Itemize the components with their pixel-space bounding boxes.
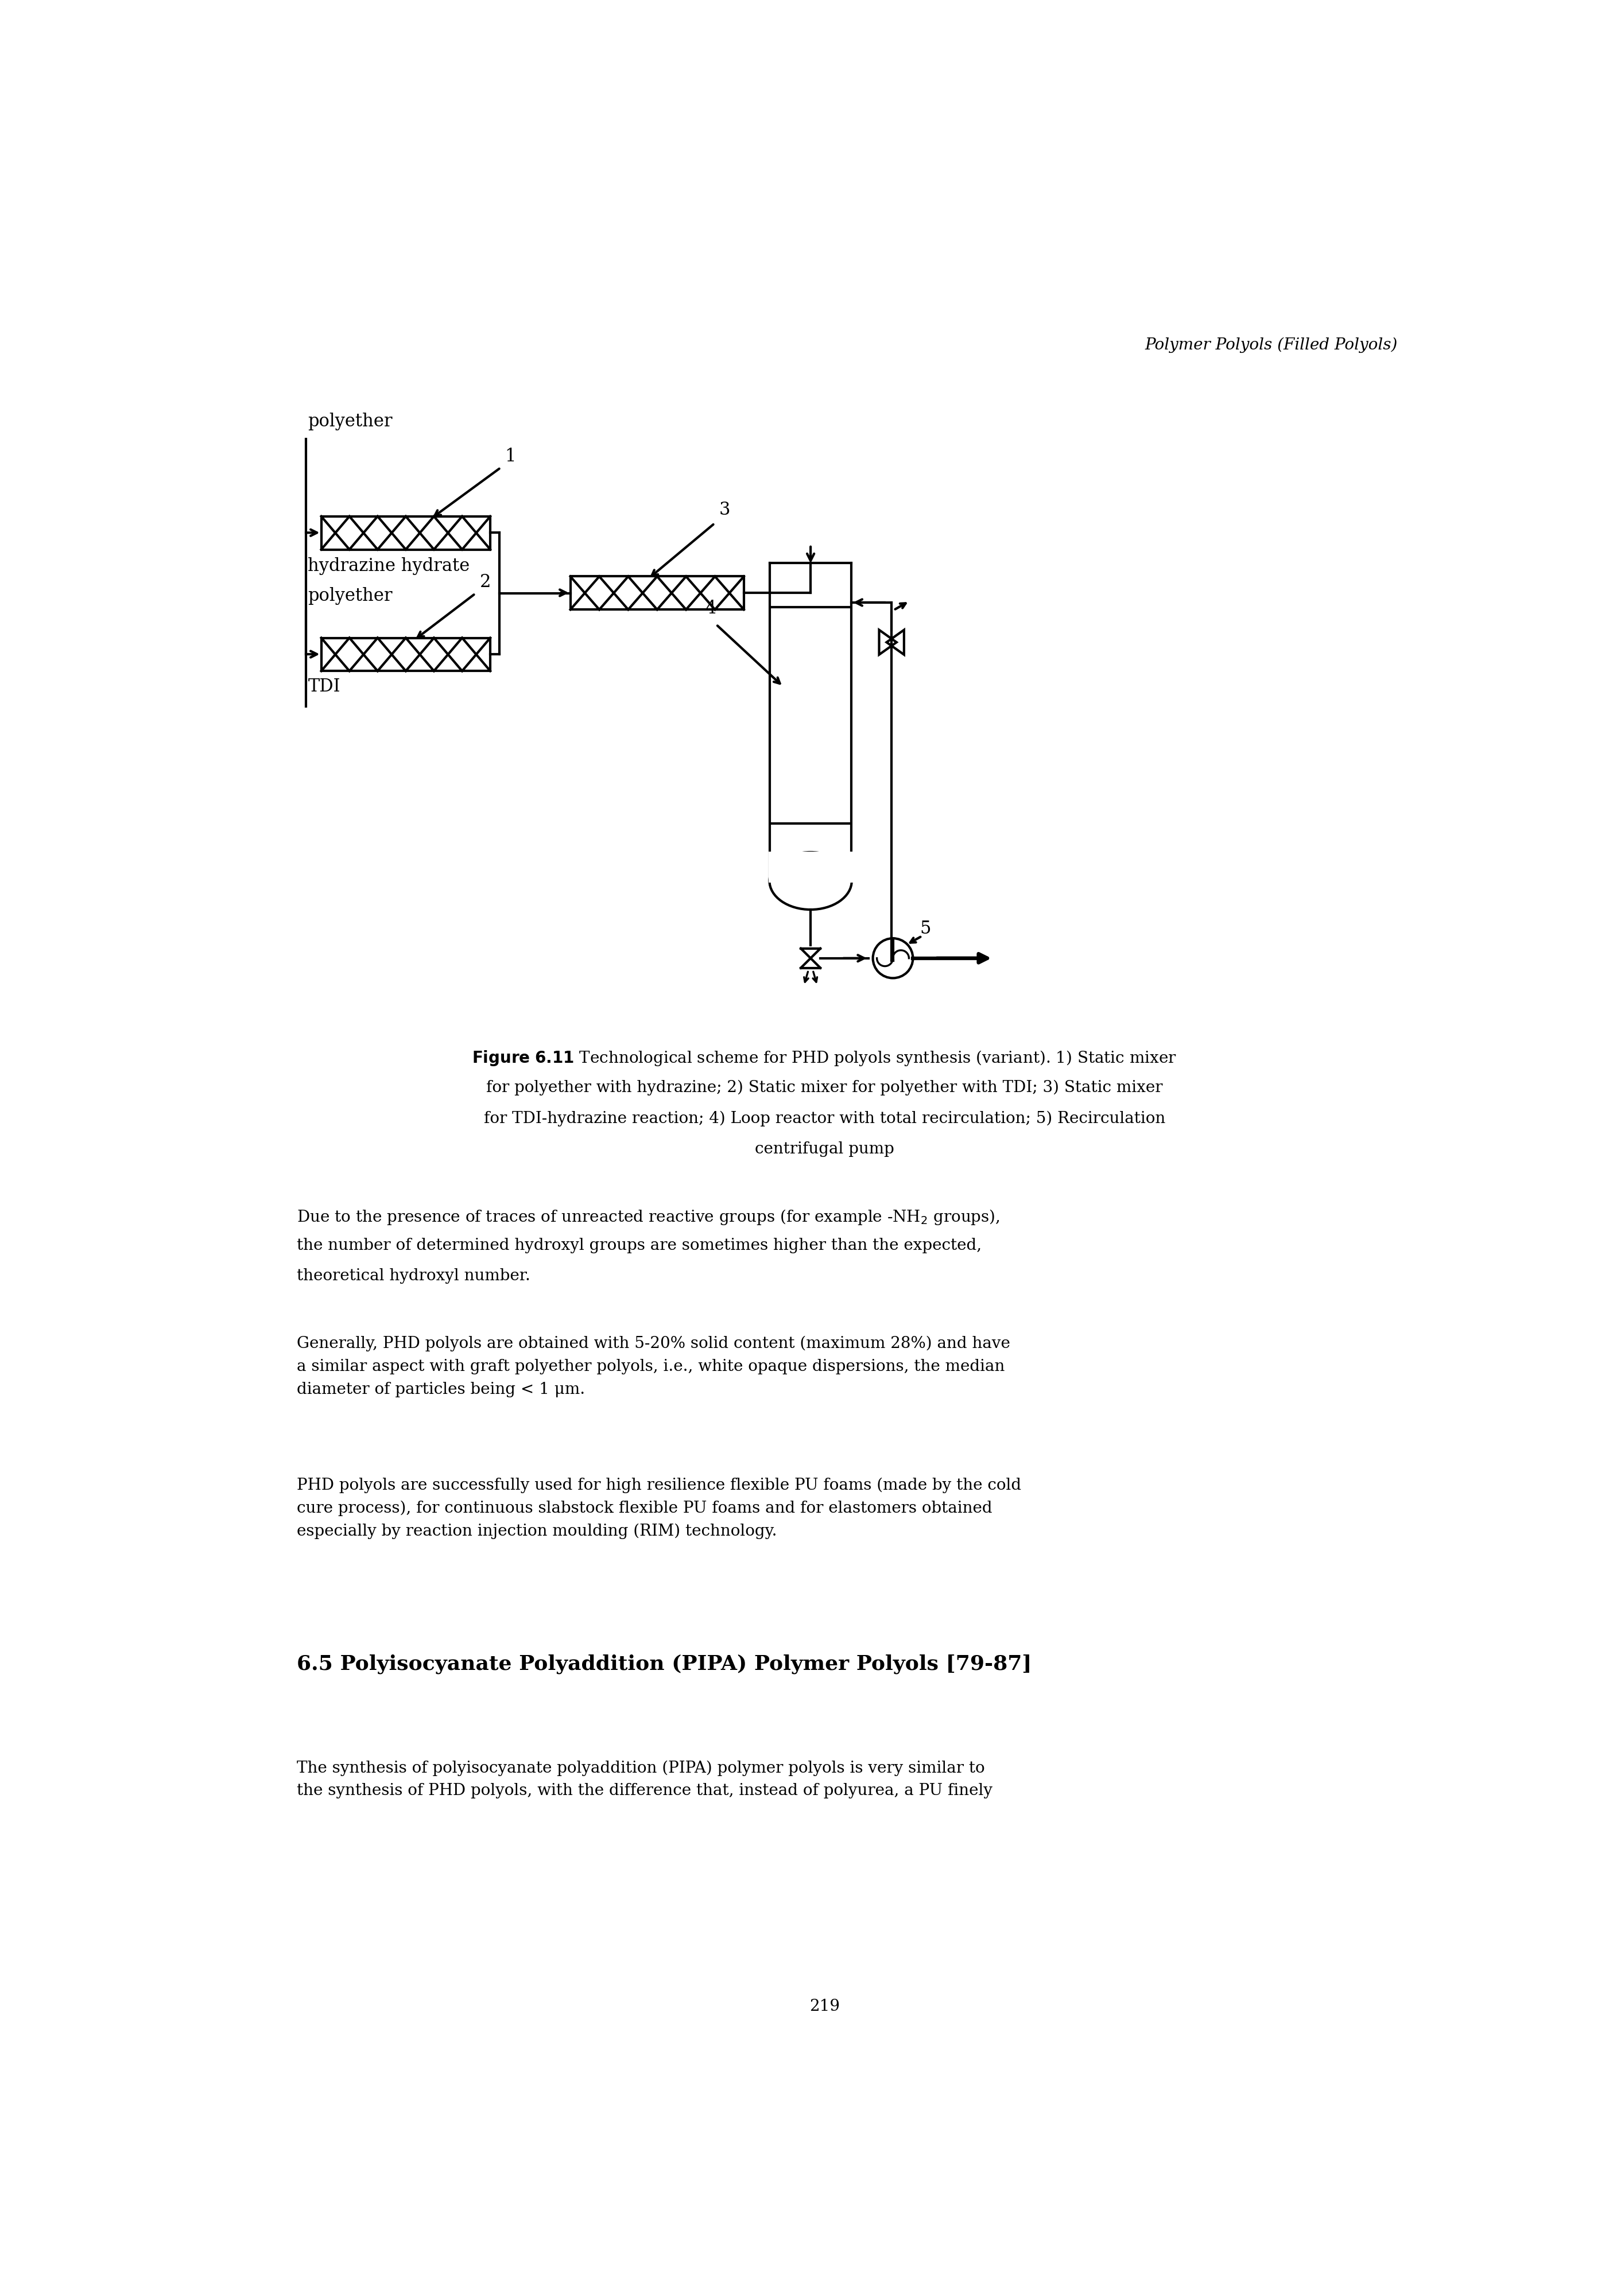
Text: TDI: TDI [307, 677, 341, 696]
Text: 3: 3 [719, 501, 730, 519]
Text: Polymer Polyols (Filled Polyols): Polymer Polyols (Filled Polyols) [1146, 338, 1398, 354]
Text: $\bf{Figure\ 6.11}$ Technological scheme for PHD polyols synthesis (variant). 1): $\bf{Figure\ 6.11}$ Technological scheme… [471, 1049, 1176, 1068]
Text: The synthesis of polyisocyanate polyaddition (PIPA) polymer polyols is very simi: The synthesis of polyisocyanate polyaddi… [296, 1761, 993, 1798]
Text: Due to the presence of traces of unreacted reactive groups (for example -NH$_{2}: Due to the presence of traces of unreact… [296, 1208, 999, 1226]
Bar [322, 517, 491, 549]
Text: Generally, PHD polyols are obtained with 5-20% solid content (maximum 28%) and h: Generally, PHD polyols are obtained with… [296, 1336, 1010, 1398]
Text: PHD polyols are successfully used for high resilience flexible PU foams (made by: PHD polyols are successfully used for hi… [296, 1476, 1022, 1538]
Bar [322, 638, 491, 670]
Text: polyether: polyether [307, 413, 393, 429]
Text: polyether: polyether [307, 588, 393, 604]
Text: theoretical hydroxyl number.: theoretical hydroxyl number. [296, 1267, 531, 1283]
Text: 6.5 Polyisocyanate Polyaddition (PIPA) Polymer Polyols [79-87]: 6.5 Polyisocyanate Polyaddition (PIPA) P… [296, 1653, 1031, 1674]
Text: hydrazine hydrate: hydrazine hydrate [307, 558, 470, 576]
Text: for TDI-hydrazine reaction; 4) Loop reactor with total recirculation; 5) Recircu: for TDI-hydrazine reaction; 4) Loop reac… [484, 1111, 1165, 1127]
Text: 1: 1 [505, 448, 516, 466]
Bar [570, 576, 743, 608]
Bar [769, 852, 853, 882]
Text: 5: 5 [920, 921, 930, 939]
Text: 2: 2 [479, 574, 491, 590]
Text: 4: 4 [705, 599, 716, 618]
Text: 219: 219 [809, 2000, 840, 2014]
Text: for polyether with hydrazine; 2) Static mixer for polyether with TDI; 3) Static : for polyether with hydrazine; 2) Static … [486, 1079, 1163, 1095]
Text: centrifugal pump: centrifugal pump [755, 1141, 895, 1157]
Text: the number of determined hydroxyl groups are sometimes higher than the expected,: the number of determined hydroxyl groups… [296, 1238, 981, 1254]
